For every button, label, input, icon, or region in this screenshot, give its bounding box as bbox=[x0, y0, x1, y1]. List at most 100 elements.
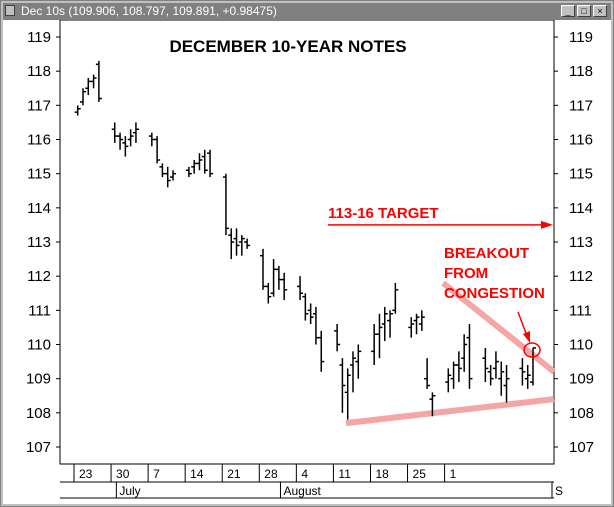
plot-area bbox=[59, 20, 555, 465]
y-tick-label: 112 bbox=[27, 268, 51, 285]
target-arrowhead-icon bbox=[541, 220, 553, 229]
y-tick-label: 110 bbox=[27, 337, 51, 354]
price-bar bbox=[238, 235, 245, 256]
price-bar bbox=[265, 283, 272, 304]
price-bar bbox=[90, 74, 97, 89]
price-bar bbox=[482, 347, 489, 383]
y-tick-label: 117 bbox=[569, 97, 593, 114]
chart-window-icon bbox=[5, 5, 15, 16]
y-tick-label: 112 bbox=[569, 268, 593, 285]
month-label: July bbox=[119, 484, 140, 498]
maximize-button[interactable]: □ bbox=[577, 5, 591, 17]
price-bar bbox=[122, 136, 129, 157]
y-tick-label: 116 bbox=[27, 132, 51, 149]
price-bar bbox=[334, 324, 341, 352]
price-bar bbox=[154, 136, 161, 164]
price-bar bbox=[74, 105, 81, 116]
price-bar bbox=[207, 149, 214, 178]
x-tick-label: 21 bbox=[227, 467, 241, 481]
y-tick-label: 115 bbox=[27, 166, 51, 183]
close-button[interactable]: × bbox=[593, 5, 607, 17]
y-tick-label: 111 bbox=[28, 302, 51, 319]
chart-title: DECEMBER 10-YEAR NOTES bbox=[169, 37, 406, 56]
y-tick-label: 107 bbox=[26, 439, 51, 456]
annotation-layer: 113-16 TARGET BREAKOUT FROM CONGESTION bbox=[328, 205, 553, 358]
price-bar bbox=[297, 276, 304, 301]
price-bar bbox=[429, 392, 436, 417]
y-tick-label: 118 bbox=[27, 63, 51, 80]
price-bar bbox=[132, 122, 139, 143]
price-bar bbox=[376, 313, 383, 359]
month-label: S bbox=[555, 484, 563, 498]
price-bar bbox=[318, 330, 325, 372]
y-tick-label: 119 bbox=[27, 29, 51, 46]
month-label: August bbox=[283, 484, 321, 498]
breakout-pointer-line bbox=[517, 311, 528, 337]
price-bar bbox=[339, 358, 346, 413]
y-tick-label: 116 bbox=[569, 132, 593, 149]
target-label: 113-16 TARGET bbox=[328, 205, 439, 222]
price-bar bbox=[302, 293, 309, 321]
y-tick-label: 110 bbox=[569, 337, 593, 354]
left-price-axis: 107 108 109 110 111 112 113 114 115 116 117 118 119 bbox=[26, 29, 60, 456]
price-bar bbox=[228, 228, 235, 260]
price-bar bbox=[201, 149, 208, 174]
price-bar bbox=[392, 283, 399, 314]
minimize-button[interactable]: _ bbox=[561, 5, 575, 17]
y-tick-label: 108 bbox=[569, 405, 594, 422]
date-axis: 23 30 7 14 21 28 4 11 18 25 1 July August S bbox=[60, 464, 563, 499]
y-tick-label: 115 bbox=[569, 166, 593, 183]
price-bar bbox=[185, 166, 192, 178]
window-titlebar[interactable]: Dec 10s (109.906, 108.797, 109.891, +0.9… bbox=[3, 3, 611, 20]
breakout-label-line: BREAKOUT bbox=[444, 245, 529, 262]
price-bar bbox=[492, 351, 499, 379]
price-bar bbox=[170, 170, 176, 181]
y-tick-label: 114 bbox=[569, 200, 593, 217]
y-tick-label: 108 bbox=[26, 405, 51, 422]
x-tick-label: 14 bbox=[190, 467, 204, 481]
y-tick-label: 109 bbox=[26, 371, 51, 388]
y-tick-label: 117 bbox=[27, 97, 51, 114]
price-bar bbox=[498, 361, 505, 396]
price-bar bbox=[355, 344, 362, 379]
price-bar bbox=[196, 153, 203, 171]
y-tick-label: 113 bbox=[27, 234, 51, 251]
price-bar bbox=[381, 306, 388, 342]
x-tick-label: 7 bbox=[153, 467, 160, 481]
x-tick-label: 25 bbox=[413, 467, 427, 481]
price-bar bbox=[117, 132, 124, 150]
price-bar bbox=[233, 228, 240, 256]
x-tick-label: 30 bbox=[116, 467, 130, 481]
x-tick-label: 23 bbox=[79, 467, 93, 481]
price-bars bbox=[74, 60, 536, 420]
price-bar bbox=[424, 358, 431, 389]
price-bar bbox=[487, 365, 494, 386]
price-bar bbox=[244, 238, 251, 249]
price-bar bbox=[95, 60, 102, 102]
breakout-arrowhead-icon bbox=[523, 331, 530, 343]
y-tick-label: 119 bbox=[569, 29, 593, 46]
price-bar bbox=[524, 365, 531, 389]
price-bar bbox=[281, 272, 288, 301]
price-bar bbox=[466, 324, 473, 389]
price-bar bbox=[387, 310, 394, 338]
x-tick-label: 28 bbox=[264, 467, 278, 481]
price-bar bbox=[461, 334, 468, 372]
price-bar bbox=[344, 368, 351, 420]
breakout-label-line: CONGESTION bbox=[444, 285, 545, 302]
price-bar bbox=[408, 317, 415, 338]
x-tick-label: 4 bbox=[301, 467, 308, 481]
trendline-lower bbox=[345, 396, 555, 427]
price-bar bbox=[530, 347, 536, 386]
breakout-label-line: FROM bbox=[444, 265, 488, 282]
price-bar bbox=[503, 365, 510, 403]
price-bar bbox=[445, 368, 452, 393]
price-bar bbox=[127, 129, 134, 147]
y-tick-label: 111 bbox=[569, 302, 592, 319]
breakout-circle bbox=[523, 342, 541, 358]
y-tick-label: 107 bbox=[569, 439, 594, 456]
price-bar bbox=[418, 310, 425, 331]
window-title: Dec 10s (109.906, 108.797, 109.891, +0.9… bbox=[21, 4, 277, 18]
y-tick-label: 114 bbox=[27, 200, 51, 217]
